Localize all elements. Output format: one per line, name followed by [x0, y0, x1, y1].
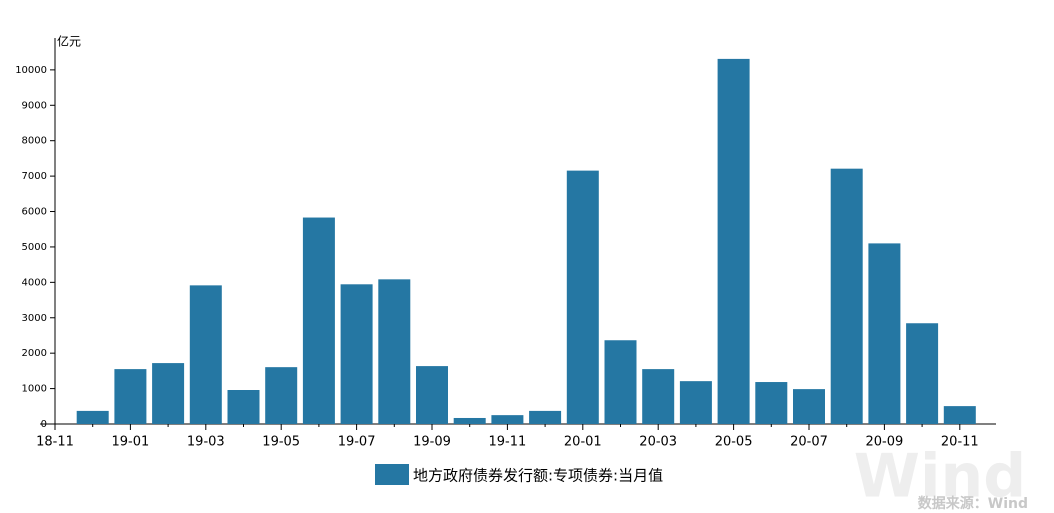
y-tick-label: 6000: [22, 207, 47, 218]
bar: [453, 417, 486, 424]
bar: [189, 285, 222, 424]
bar: [302, 217, 335, 424]
bar: [868, 243, 901, 424]
x-tick-label: 19-03: [187, 435, 225, 450]
bar: [830, 168, 863, 424]
x-tick-label: 20-03: [639, 435, 677, 450]
watermark: Wind: [854, 442, 1026, 512]
x-tick-label: 19-01: [112, 435, 150, 450]
bar: [265, 367, 298, 424]
x-tick-label: 19-07: [338, 435, 376, 450]
y-tick-label: 8000: [22, 136, 47, 147]
bar: [642, 369, 675, 424]
bar: [793, 389, 825, 424]
bar: [529, 410, 562, 424]
legend-label: 地方政府债券发行额:专项债券:当月值: [413, 467, 663, 485]
bar: [340, 284, 373, 424]
y-tick-label: 9000: [22, 100, 47, 111]
y-tick-label: 5000: [22, 242, 47, 253]
bar: [491, 415, 524, 424]
bar: [114, 369, 147, 424]
legend-swatch: [375, 464, 409, 485]
bar: [152, 363, 185, 424]
y-tick-label: 0: [41, 419, 47, 430]
y-tick-label: 4000: [22, 277, 47, 288]
x-tick-label: 20-07: [790, 435, 828, 450]
bar: [679, 381, 712, 424]
bar: [378, 279, 411, 424]
x-tick-label: 20-01: [564, 435, 602, 450]
x-tick-label: 20-05: [715, 435, 753, 450]
bar: [906, 323, 939, 424]
source: 数据来源：Wind: [918, 495, 1028, 512]
x-tick-label: 20-09: [866, 435, 904, 450]
bar: [76, 410, 109, 424]
x-tick-label: 18-11: [36, 435, 74, 450]
bar: [227, 390, 260, 424]
bar: [604, 340, 637, 424]
y-unit: 亿元: [57, 34, 81, 49]
bar: [943, 406, 976, 424]
x-tick-label: 19-05: [262, 435, 300, 450]
y-tick-label: 2000: [22, 348, 47, 359]
x-tick-label: 20-11: [941, 435, 979, 450]
bar: [755, 382, 788, 424]
bar: [717, 58, 750, 424]
y-tick-label: 7000: [22, 171, 47, 182]
x-tick-label: 19-09: [413, 435, 451, 450]
y-tick-label: 1000: [22, 384, 47, 395]
x-tick-label: 19-11: [489, 435, 527, 450]
y-tick-label: 3000: [22, 313, 47, 324]
bar: [416, 366, 448, 424]
y-tick-label: 10000: [15, 65, 47, 76]
bar: [566, 170, 599, 424]
